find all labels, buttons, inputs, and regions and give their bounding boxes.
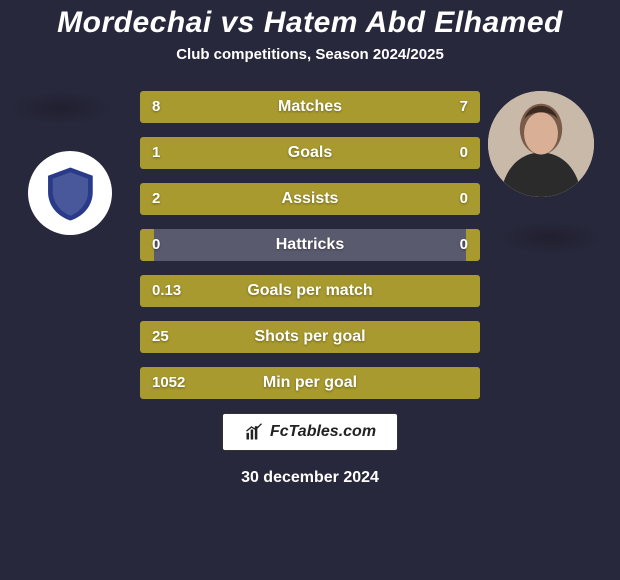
stat-row: 2Assists0 (140, 183, 480, 215)
page-title: Mordechai vs Hatem Abd Elhamed (0, 0, 620, 40)
stat-label: Assists (140, 183, 480, 215)
brand-box: FcTables.com (222, 413, 398, 451)
chart-icon (244, 422, 264, 442)
stat-row: 1052Min per goal (140, 367, 480, 399)
date-text: 30 december 2024 (0, 469, 620, 487)
stat-row: 8Matches7 (140, 91, 480, 123)
right-avatar-shadow (498, 221, 604, 255)
stat-label: Matches (140, 91, 480, 123)
stat-label: Min per goal (140, 367, 480, 399)
stat-label: Goals (140, 137, 480, 169)
stat-label: Goals per match (140, 275, 480, 307)
club-crest-icon (28, 151, 112, 235)
left-avatar-shadow (8, 91, 114, 125)
stat-bars: 8Matches71Goals02Assists00Hattricks00.13… (140, 91, 480, 399)
stat-right-value: 7 (460, 91, 468, 123)
page-subtitle: Club competitions, Season 2024/2025 (0, 46, 620, 63)
brand-text: FcTables.com (270, 423, 376, 441)
stat-right-value: 0 (460, 137, 468, 169)
player-photo-icon (488, 91, 594, 197)
stat-row: 0Hattricks0 (140, 229, 480, 261)
stat-row: 0.13Goals per match (140, 275, 480, 307)
stat-row: 1Goals0 (140, 137, 480, 169)
left-avatar (28, 151, 112, 235)
stat-label: Hattricks (140, 229, 480, 261)
right-avatar (488, 91, 594, 197)
stat-right-value: 0 (460, 229, 468, 261)
content-area: 8Matches71Goals02Assists00Hattricks00.13… (0, 91, 620, 487)
stat-row: 25Shots per goal (140, 321, 480, 353)
comparison-infographic: Mordechai vs Hatem Abd Elhamed Club comp… (0, 0, 620, 580)
stat-label: Shots per goal (140, 321, 480, 353)
shield-icon (41, 164, 100, 223)
person-silhouette-icon (488, 91, 594, 197)
stat-right-value: 0 (460, 183, 468, 215)
